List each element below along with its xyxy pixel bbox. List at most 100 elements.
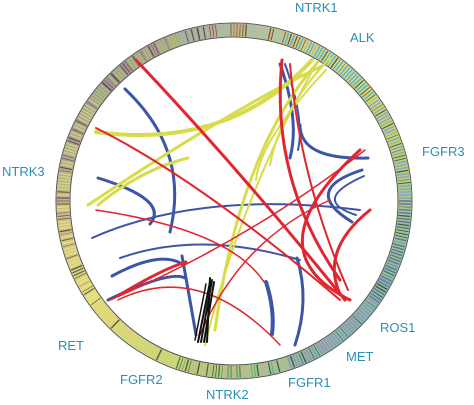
ring-band-tick: [65, 145, 78, 151]
ring-band-tick: [360, 86, 370, 96]
ring-band-tick: [394, 160, 407, 165]
ring-band-tick: [330, 57, 339, 68]
ring-band-tick: [215, 365, 218, 378]
ring-band-tick: [297, 37, 304, 50]
ring-band-tick: [275, 29, 281, 42]
ring-band-tick: [303, 40, 309, 52]
gene-label-met: MET: [346, 349, 374, 364]
ring-band-tick: [134, 337, 143, 349]
ring-band-tick: [267, 27, 272, 40]
ring-band-tick: [57, 184, 70, 188]
ring-band-tick: [396, 226, 409, 230]
link-red: [95, 209, 265, 283]
ring-band-tick: [218, 365, 221, 378]
ring-band-tick: [193, 361, 198, 374]
ring-band-tick: [295, 353, 302, 366]
ring-band-tick: [147, 45, 155, 57]
ring-band-tick: [158, 40, 165, 52]
ring-band-tick: [368, 98, 380, 108]
ring-band-tick: [380, 120, 392, 127]
ring-band-tick: [61, 237, 74, 242]
ring-band-tick: [81, 109, 93, 117]
ring-band-tick: [273, 29, 278, 42]
ring-band-tick: [261, 363, 266, 376]
ring-band-tick: [281, 358, 287, 371]
ring-band-tick: [398, 208, 411, 212]
ring-band-tick: [284, 357, 290, 370]
ring-band-tick: [300, 39, 307, 51]
gene-label-alk: ALK: [350, 30, 375, 45]
ring-band-tick: [395, 234, 408, 239]
ring-band-tick: [289, 355, 296, 368]
ring-band-tick: [57, 191, 70, 193]
ring-band-tick: [209, 25, 212, 38]
ring-band-tick: [62, 240, 75, 245]
ring-band-tick: [208, 364, 212, 377]
links: [86, 57, 372, 347]
ring-band-tick: [212, 25, 215, 38]
ring-band-tick: [83, 287, 95, 296]
ring-band-tick: [382, 122, 394, 130]
ring-band-tick: [61, 160, 74, 165]
ring-band-tick: [117, 325, 127, 336]
ring-band-tick: [267, 362, 272, 375]
ring-band-tick: [358, 84, 369, 94]
ring-band-tick: [292, 354, 299, 367]
ring-band-tick: [72, 267, 84, 274]
ring-band-tick: [385, 264, 398, 271]
ring-band-tick: [332, 332, 342, 343]
ring-band-tick: [184, 30, 189, 43]
ring-band-tick: [370, 101, 382, 110]
ring-band-tick: [398, 182, 411, 185]
ring-band-tick: [106, 77, 116, 87]
link-yellow: [269, 57, 331, 166]
ring-band-tick: [108, 317, 118, 327]
ring-band-tick: [175, 33, 182, 46]
ring-band-tick: [398, 184, 411, 188]
ring-band-tick: [391, 248, 404, 254]
ring-band-tick: [144, 47, 153, 59]
ring-band-tick: [350, 75, 360, 85]
link-red: [116, 260, 188, 298]
ring-band-tick: [389, 142, 402, 148]
link-red: [117, 286, 281, 346]
ring-band-tick: [60, 163, 73, 168]
ring-band-tick: [242, 24, 244, 37]
ring-band-tick: [396, 169, 409, 174]
ring-band-tick: [57, 217, 70, 220]
ring-band-tick: [90, 96, 101, 105]
ring-band-tick: [87, 101, 98, 109]
ring-band-tick: [388, 256, 401, 263]
link-red: [289, 63, 349, 291]
ring-band-tick: [217, 24, 221, 37]
link-blue: [119, 243, 301, 261]
gene-labels: NTRK1 ALK FGFR3 ROS1 MET FGFR1 NTRK2 FGF…: [2, 0, 465, 402]
ring-band-tick: [384, 267, 397, 274]
ring-band-tick: [337, 63, 346, 73]
ring-band-tick: [147, 344, 155, 357]
ring-band-tick: [345, 321, 356, 331]
ring-band-tick: [308, 42, 316, 55]
ring-band-tick: [215, 24, 218, 37]
ring-band-tick: [247, 365, 251, 378]
ring-band-tick: [60, 234, 73, 239]
ring-band-tick: [67, 139, 80, 146]
ring-band-tick: [253, 25, 257, 38]
link-red: [199, 199, 331, 336]
ring-band-tick: [104, 80, 114, 89]
ring-band-tick: [66, 142, 79, 149]
ring-band-tick: [397, 175, 410, 179]
ring-band-tick: [332, 59, 342, 70]
ring-band-tick: [352, 77, 362, 87]
link-black: [194, 283, 207, 341]
ring-band-tick: [377, 280, 390, 288]
link-black: [206, 277, 211, 343]
ring-band-tick: [110, 319, 120, 329]
ring-band-tick: [313, 345, 321, 356]
ring-band-tick: [363, 301, 374, 311]
ring-band-tick: [161, 38, 168, 51]
ring-band-tick: [356, 81, 367, 92]
ring-band-tick: [334, 61, 344, 72]
ring-band-tick: [393, 242, 406, 248]
